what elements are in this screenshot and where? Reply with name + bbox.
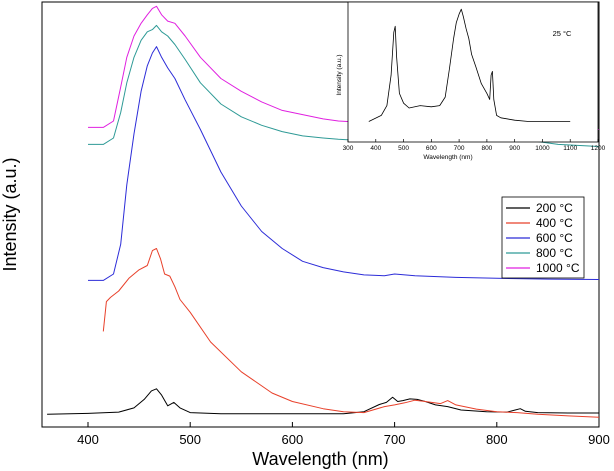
inset-x-tick-label: 900	[509, 145, 520, 152]
main-x-axis-title: Wavelength (nm)	[252, 449, 388, 469]
inset-x-tick-label: 300	[343, 145, 354, 152]
inset-series-lines	[368, 8, 571, 122]
legend-label-3: 800 °C	[536, 246, 573, 260]
inset-x-tick-label: 600	[426, 145, 437, 152]
series-line-0	[47, 388, 599, 415]
series-line-2	[88, 46, 600, 281]
main-x-tick-label: 900	[588, 432, 610, 447]
inset-x-tick-label: 1100	[563, 145, 577, 152]
inset-x-tick-label: 700	[454, 145, 465, 152]
main-x-ticks: 400 500 600 700 800 900	[77, 422, 610, 447]
legend-label-1: 400 °C	[536, 216, 573, 230]
inset-x-tick-label: 500	[398, 145, 409, 152]
inset-x-axis-title: Wavelength (nm)	[423, 154, 472, 161]
main-x-tick-label: 800	[486, 432, 508, 447]
main-plot-frame	[41, 1, 600, 428]
inset-x-ticks: 300 400 500 600 700 800 900 1000 1100 1200	[343, 139, 606, 152]
inset-y-axis-title: Intensity (a.u.)	[336, 54, 343, 95]
series-line-1	[102, 248, 600, 418]
inset-x-tick-label: 800	[481, 145, 492, 152]
inset-plot-frame	[347, 1, 599, 143]
main-x-tick-label: 600	[282, 432, 304, 447]
main-x-tick-label: 500	[179, 432, 201, 447]
legend-label-4: 1000 °C	[536, 261, 580, 275]
legend-label-2: 600 °C	[536, 231, 573, 245]
legend-label-0: 200 °C	[536, 201, 573, 215]
main-y-axis-title: Intensity (a.u.)	[0, 157, 20, 271]
inset-series-line	[368, 8, 571, 122]
inset-x-tick-label: 1000	[535, 145, 550, 152]
main-x-tick-label: 700	[384, 432, 406, 447]
inset-x-tick-label: 400	[370, 145, 381, 152]
main-x-tick-label: 400	[77, 432, 99, 447]
inset-title: 25 °C	[553, 29, 572, 38]
inset-x-tick-label: 1200	[591, 145, 606, 152]
